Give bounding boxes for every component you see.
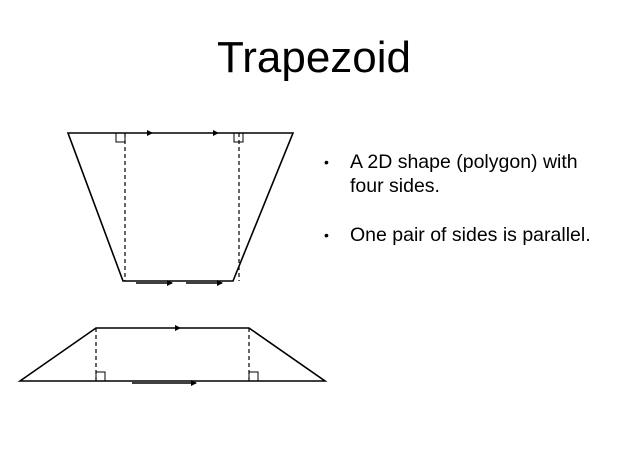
- slide-title: Trapezoid: [216, 33, 412, 82]
- right-angle-mark-right: [248, 371, 259, 382]
- bullet-text: One pair of sides is parallel.: [350, 224, 591, 246]
- right-angle-mark-right: [233, 132, 244, 143]
- bullet-marker: •: [324, 154, 329, 170]
- bullet-marker: •: [324, 227, 329, 243]
- inverted-trapezoid: [66, 130, 295, 286]
- right-angle-mark-left: [95, 371, 106, 382]
- bullet-item: • A 2D shape (polygon) with four sides.: [322, 150, 612, 198]
- bullet-list: • A 2D shape (polygon) with four sides. …: [322, 150, 612, 272]
- right-angle-mark-left: [115, 132, 126, 143]
- flat-trapezoid: [17, 325, 328, 386]
- inverted-trapezoid-outline: [66, 132, 295, 282]
- bullet-item: • One pair of sides is parallel.: [322, 223, 612, 247]
- flat-trapezoid-outline: [17, 327, 328, 382]
- bullet-text: A 2D shape (polygon) with four sides.: [350, 151, 578, 197]
